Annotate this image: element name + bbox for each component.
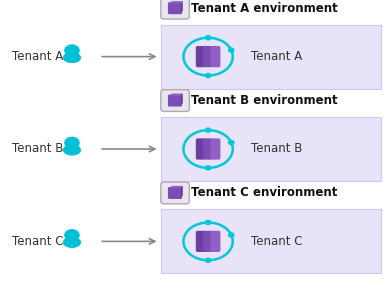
FancyBboxPatch shape <box>210 46 221 67</box>
FancyBboxPatch shape <box>47 156 97 168</box>
Text: Tenant C environment: Tenant C environment <box>191 187 337 199</box>
Text: Tenant A: Tenant A <box>12 50 63 63</box>
FancyBboxPatch shape <box>161 117 381 181</box>
FancyBboxPatch shape <box>161 209 381 274</box>
Circle shape <box>65 45 79 56</box>
FancyBboxPatch shape <box>203 138 213 160</box>
Circle shape <box>229 140 234 145</box>
FancyBboxPatch shape <box>196 138 206 160</box>
FancyBboxPatch shape <box>196 231 206 252</box>
Text: Tenant B environment: Tenant B environment <box>191 94 337 107</box>
Circle shape <box>205 221 211 224</box>
Circle shape <box>229 48 234 52</box>
FancyBboxPatch shape <box>168 94 182 107</box>
Text: Tenant B: Tenant B <box>12 142 63 156</box>
Ellipse shape <box>63 144 81 156</box>
FancyBboxPatch shape <box>161 24 381 89</box>
Circle shape <box>229 233 234 237</box>
FancyBboxPatch shape <box>203 46 213 67</box>
FancyBboxPatch shape <box>210 231 221 252</box>
Circle shape <box>65 137 79 148</box>
Circle shape <box>205 128 211 132</box>
FancyBboxPatch shape <box>210 138 221 160</box>
Polygon shape <box>180 186 183 198</box>
Polygon shape <box>180 1 183 13</box>
Polygon shape <box>180 94 183 105</box>
FancyBboxPatch shape <box>161 182 189 204</box>
Circle shape <box>205 36 211 40</box>
Circle shape <box>65 230 79 240</box>
Circle shape <box>205 166 211 170</box>
FancyBboxPatch shape <box>161 90 189 111</box>
Ellipse shape <box>63 52 81 63</box>
Polygon shape <box>170 1 183 3</box>
Text: Tenant B: Tenant B <box>251 142 302 156</box>
FancyBboxPatch shape <box>203 231 213 252</box>
Text: Tenant A environment: Tenant A environment <box>191 2 337 15</box>
FancyBboxPatch shape <box>161 0 189 19</box>
Text: Tenant A: Tenant A <box>251 50 302 63</box>
Text: Tenant C: Tenant C <box>251 235 302 248</box>
FancyBboxPatch shape <box>168 2 182 14</box>
Polygon shape <box>170 94 183 96</box>
Ellipse shape <box>63 237 81 248</box>
Text: Tenant C: Tenant C <box>12 235 63 248</box>
Circle shape <box>205 258 211 262</box>
FancyBboxPatch shape <box>168 187 182 199</box>
FancyBboxPatch shape <box>47 63 97 76</box>
Circle shape <box>205 74 211 77</box>
FancyBboxPatch shape <box>196 46 206 67</box>
Polygon shape <box>170 186 183 188</box>
FancyBboxPatch shape <box>47 248 97 261</box>
